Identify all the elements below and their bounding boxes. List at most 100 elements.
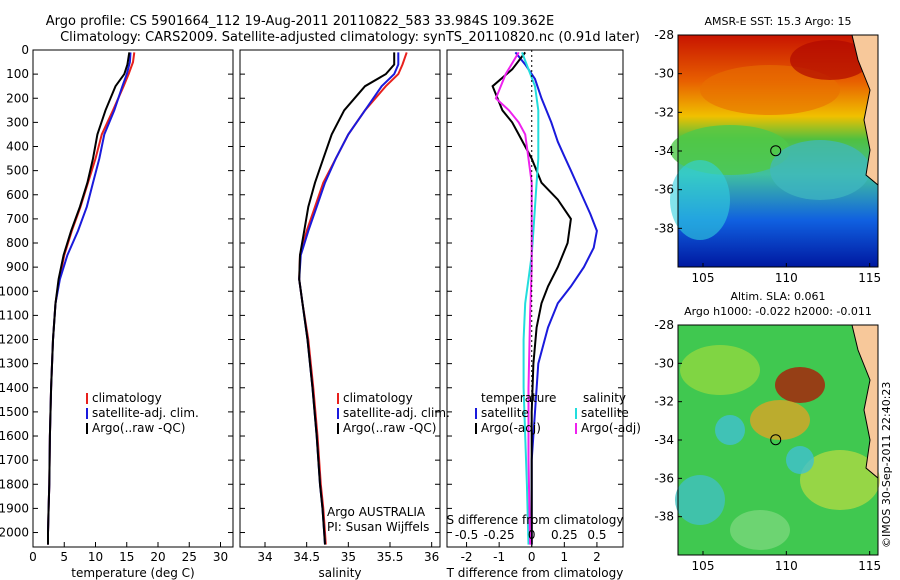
legend-entry: satellite-adj. clim. — [92, 406, 199, 420]
annotation-text: Argo AUSTRALIA — [327, 505, 426, 519]
legend-entry: satellite — [581, 406, 629, 420]
legend-entry: climatology — [92, 391, 162, 405]
sst-map-title: AMSR-E SST: 15.3 Argo: 15 — [704, 15, 851, 28]
x-tick-label: 105 — [692, 559, 715, 573]
top-axis-label: S difference from climatology — [447, 513, 624, 527]
copyright-text: ©IMOS 30-Sep-2011 22:40:23 — [880, 382, 893, 548]
y-tick-label: 100 — [6, 67, 29, 81]
y-tick-label: 900 — [6, 260, 29, 274]
x-tick-label: 35 — [341, 550, 356, 564]
x-tick-label: 20 — [150, 550, 165, 564]
x-axis-label: temperature (deg C) — [71, 566, 194, 580]
series-line — [47, 52, 131, 545]
y-tick-label: -30 — [654, 67, 674, 81]
legend-entry: Argo(..raw -QC) — [92, 421, 185, 435]
y-tick-label: -32 — [654, 105, 674, 119]
x-tick-label: -1 — [493, 550, 505, 564]
y-tick-label: 300 — [6, 115, 29, 129]
y-tick-label: 1800 — [0, 477, 29, 491]
series-line — [47, 52, 132, 545]
series-line — [47, 52, 136, 545]
series-line — [298, 52, 396, 545]
legend-entry: Argo(..raw -QC) — [343, 421, 436, 435]
y-tick-label: 1900 — [0, 501, 29, 515]
y-tick-label: 2000 — [0, 526, 29, 540]
plot-title-line2: Climatology: CARS2009. Satellite-adjuste… — [60, 30, 640, 45]
x-tick-label: 105 — [692, 271, 715, 285]
y-tick-label: -36 — [654, 471, 674, 485]
y-tick-label: 1100 — [0, 308, 29, 322]
y-tick-label: 800 — [6, 236, 29, 250]
x-tick-label: 15 — [119, 550, 134, 564]
x-tick-label: 25 — [182, 550, 197, 564]
sla-map-subtitle: Argo h1000: -0.022 h2000: -0.011 — [684, 305, 872, 318]
profile-panel-1: 0 5 10 15 20 25 300100200300400500600700800900… — [0, 43, 234, 580]
series-line — [298, 52, 400, 545]
x-tick-label: 5 — [60, 550, 68, 564]
x-tick-label: 35.5 — [377, 550, 404, 564]
x-tick-label: -2 — [461, 550, 473, 564]
series-line — [494, 51, 533, 545]
y-tick-label: 700 — [6, 212, 29, 226]
y-tick-label: 1500 — [0, 405, 29, 419]
y-tick-label: 1700 — [0, 453, 29, 467]
x-tick-label: 34.5 — [293, 550, 320, 564]
y-tick-label: 1400 — [0, 381, 29, 395]
y-tick-label: 1000 — [0, 284, 29, 298]
legend-group-label: salinity — [583, 391, 626, 405]
sst-map — [670, 34, 879, 268]
top-tick-label: 0.5 — [587, 528, 606, 542]
sla-map — [675, 324, 880, 556]
y-tick-label: -38 — [654, 221, 674, 235]
series-line — [491, 51, 572, 545]
legend-entry: Argo(-adj) — [581, 421, 641, 435]
y-tick-label: 400 — [6, 140, 29, 154]
x-tick-label: 1 — [561, 550, 569, 564]
x-tick-label: 110 — [775, 271, 798, 285]
y-tick-label: 0 — [21, 43, 29, 57]
y-tick-label: -30 — [654, 356, 674, 370]
plot-title-line1: Argo profile: CS 5901664_112 19-Aug-2011… — [45, 14, 555, 29]
x-tick-label: 0 — [528, 550, 536, 564]
sla-map-title: Altim. SLA: 0.061 — [730, 290, 825, 303]
x-tick-label: 36 — [424, 550, 439, 564]
y-tick-label: -32 — [654, 395, 674, 409]
legend-entry: satellite-adj. clim. — [343, 406, 450, 420]
x-tick-label: 30 — [213, 550, 228, 564]
x-tick-label: 115 — [858, 559, 881, 573]
x-tick-label: 115 — [858, 271, 881, 285]
y-tick-label: 500 — [6, 164, 29, 178]
argo-position-marker — [770, 434, 782, 446]
y-tick-label: 1600 — [0, 429, 29, 443]
top-tick-label: 0 — [528, 528, 536, 542]
series-line — [514, 51, 598, 545]
y-tick-label: 1300 — [0, 357, 29, 371]
y-tick-label: -28 — [654, 28, 674, 42]
plot-frame — [239, 49, 441, 548]
argo-position-marker — [770, 145, 782, 157]
x-tick-label: 34 — [257, 550, 272, 564]
y-tick-label: -28 — [654, 318, 674, 332]
x-tick-label: 110 — [775, 559, 798, 573]
x-tick-label: 0 — [29, 550, 37, 564]
x-tick-label: 10 — [88, 550, 103, 564]
y-tick-label: -38 — [654, 510, 674, 524]
legend-entry: Argo(-adj) — [481, 421, 541, 435]
copyright-stamp: ©IMOS 30-Sep-2011 22:40:23 — [880, 382, 893, 548]
x-axis-label: salinity — [318, 566, 361, 580]
top-tick-label: -0.25 — [484, 528, 515, 542]
profile-panel-2: 34 34.5 35 35.5 36 salinity climatologysatelli… — [239, 49, 450, 580]
annotation-text: PI: Susan Wijffels — [327, 520, 429, 534]
legend-entry: climatology — [343, 391, 413, 405]
profile-panel-3: -2 -1 0 1 2 T difference from climatology temp… — [446, 49, 641, 580]
y-tick-label: 200 — [6, 91, 29, 105]
top-tick-label: 0.25 — [551, 528, 578, 542]
legend-group-label: temperature — [481, 391, 556, 405]
y-tick-label: 600 — [6, 188, 29, 202]
x-tick-label: 2 — [593, 550, 601, 564]
series-line — [521, 52, 540, 545]
y-tick-label: -36 — [654, 183, 674, 197]
y-tick-label: -34 — [654, 144, 674, 158]
x-axis-label: T difference from climatology — [446, 566, 624, 580]
